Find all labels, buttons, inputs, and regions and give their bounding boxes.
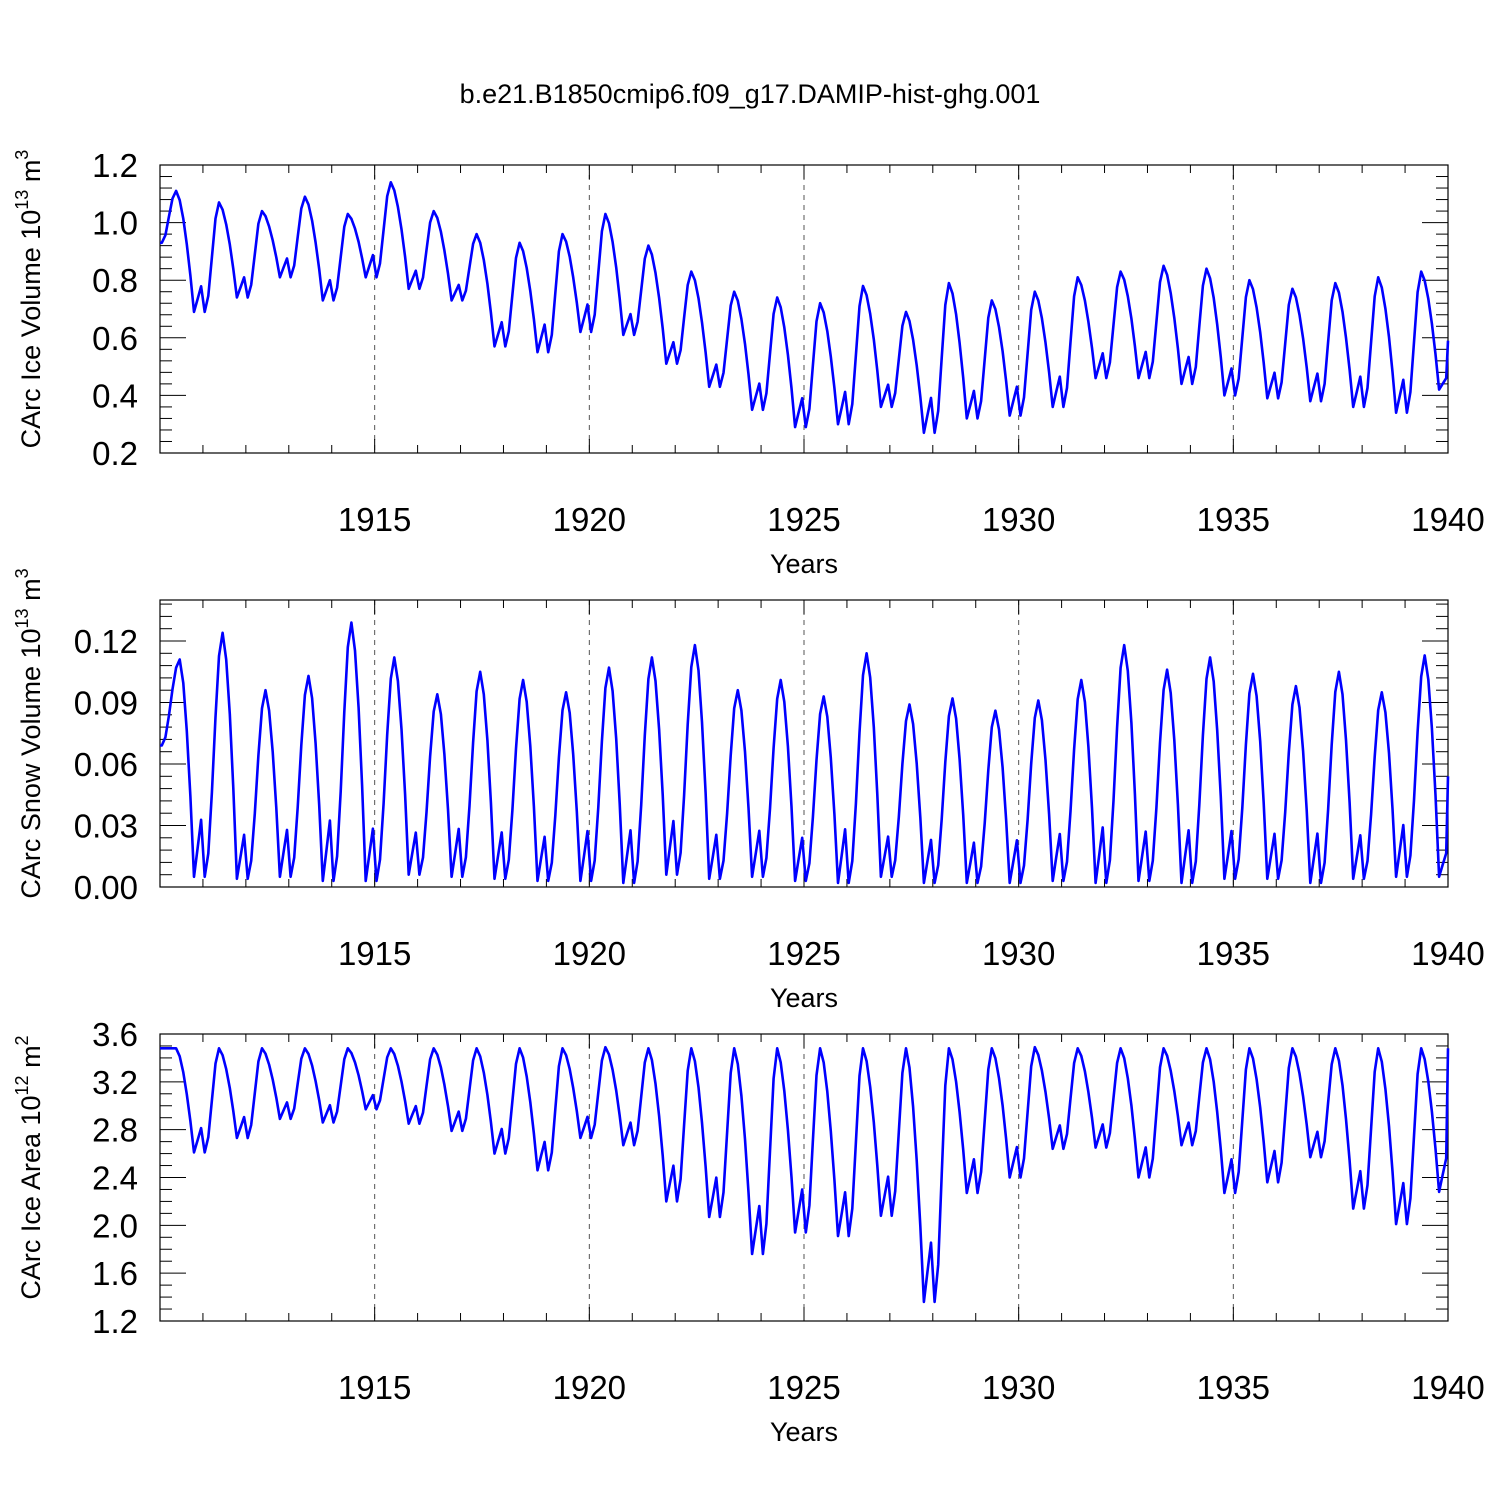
y-tick-label: 0.6: [92, 320, 138, 357]
panel-ice-area: 1.2 1.6 2.0 2.4 2.8 3.2 3.6 1915 1920 1925 1930 193…: [12, 1016, 1485, 1447]
x-tick-label: 1915: [338, 501, 411, 538]
panel-ice-volume: 0.2 0.4 0.6 0.8 1.0 1.2 1915 1920 1925 1930 1935 19…: [12, 147, 1485, 579]
x-tick-label: 1940: [1411, 501, 1484, 538]
y-tick-label: 0.03: [74, 808, 138, 845]
y-tick-label: 1.2: [92, 1303, 138, 1340]
x-tick-label: 1935: [1197, 501, 1270, 538]
y-tick-label: 3.6: [92, 1016, 138, 1053]
x-tick-label: 1915: [338, 935, 411, 972]
y-tick-label: 1.2: [92, 147, 138, 184]
y-tick-label: 2.8: [92, 1112, 138, 1149]
y-tick-label: 1.6: [92, 1255, 138, 1292]
y-tick-label: 3.2: [92, 1064, 138, 1101]
y-tick-label: 0.2: [92, 435, 138, 472]
x-tick-label: 1915: [338, 1369, 411, 1406]
y-tick-label: 0.12: [74, 623, 138, 660]
y-tick-label: 0.06: [74, 746, 138, 783]
series-line-ice-area: [160, 1045, 1450, 1304]
x-tick-label: 1935: [1197, 1369, 1270, 1406]
x-tick-label: 1930: [982, 1369, 1055, 1406]
x-tick-label: 1920: [553, 501, 626, 538]
y-axis-title: CArc Snow Volume 1013 m3: [12, 568, 46, 898]
panel-snow-volume: 0.00 0.03 0.06 0.09 0.12 1915 1920 1925 1930 1935…: [12, 568, 1485, 1013]
y-tick-label: 0.4: [92, 377, 138, 414]
y-tick-label: 0.09: [74, 685, 138, 722]
x-tick-label: 1930: [982, 935, 1055, 972]
y-tick-label: 1.0: [92, 205, 138, 242]
y-tick-label: 2.4: [92, 1160, 138, 1197]
x-tick-label: 1925: [767, 1369, 840, 1406]
plot-frame: [159, 599, 1449, 888]
plot-frame: [159, 164, 1449, 454]
x-tick-label: 1930: [982, 501, 1055, 538]
series-line-snow-volume: [160, 621, 1450, 885]
series-line-ice-volume: [160, 181, 1450, 435]
y-tick-label: 2.0: [92, 1207, 138, 1244]
x-tick-label: 1925: [767, 935, 840, 972]
y-tick-label: 0.8: [92, 262, 138, 299]
x-tick-label: 1925: [767, 501, 840, 538]
plot-frame: [159, 1033, 1449, 1322]
x-tick-label: 1920: [553, 935, 626, 972]
x-tick-label: 1935: [1197, 935, 1270, 972]
y-tick-label: 0.00: [74, 869, 138, 906]
y-axis-title: CArc Ice Area 1012 m2: [12, 1035, 46, 1299]
x-axis-title: Years: [770, 1417, 838, 1447]
y-axis-title: CArc Ice Volume 1013 m3: [12, 150, 46, 449]
figure-title: b.e21.B1850cmip6.f09_g17.DAMIP-hist-ghg.…: [460, 79, 1041, 109]
x-axis-title: Years: [770, 983, 838, 1013]
x-tick-label: 1920: [553, 1369, 626, 1406]
x-tick-label: 1940: [1411, 1369, 1484, 1406]
x-axis-title: Years: [770, 549, 838, 579]
x-tick-label: 1940: [1411, 935, 1484, 972]
